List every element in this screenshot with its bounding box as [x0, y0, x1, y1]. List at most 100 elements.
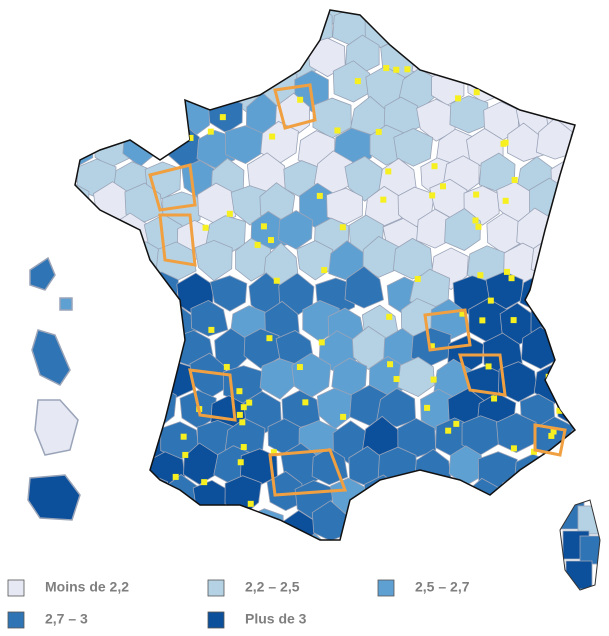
department: [488, 502, 527, 540]
department: [449, 95, 489, 134]
department: [535, 117, 575, 160]
highlight-outlines: [148, 83, 567, 497]
department: [110, 442, 149, 483]
prefecture-marker: [316, 192, 323, 199]
department: [75, 214, 81, 261]
department: [193, 10, 233, 47]
department: [80, 38, 114, 82]
prefecture-marker: [472, 217, 479, 224]
prefecture-marker: [511, 176, 518, 183]
department: [209, 275, 248, 312]
prefecture-marker: [455, 95, 462, 102]
prefecture-marker: [236, 411, 243, 418]
prefecture-marker: [502, 197, 509, 204]
department: [433, 478, 472, 519]
prefecture-marker: [385, 168, 392, 175]
prefecture-marker: [424, 404, 431, 411]
overseas: [27, 256, 81, 521]
department: [141, 271, 179, 313]
legend-swatch: [207, 579, 225, 597]
department: [75, 124, 94, 169]
department: [179, 10, 217, 21]
department: [128, 472, 169, 514]
prefecture-marker: [318, 339, 325, 346]
corsica-outline: [559, 499, 601, 591]
department: [126, 302, 164, 346]
department: [567, 296, 575, 341]
department: [75, 34, 82, 77]
department: [561, 357, 575, 401]
department: [88, 478, 129, 520]
prefecture-marker: [260, 223, 267, 230]
prefecture-marker: [321, 267, 328, 274]
legend-label: 2,7 – 3: [45, 611, 88, 627]
department: [75, 12, 97, 51]
prefecture-marker: [366, 503, 373, 510]
prefecture-marker: [430, 376, 437, 383]
department: [90, 10, 128, 46]
department: [498, 62, 538, 107]
department: [550, 157, 575, 202]
prefecture-marker: [404, 66, 411, 73]
prefecture-marker: [508, 275, 515, 282]
department: [397, 356, 435, 398]
department: [139, 511, 180, 540]
prefecture-marker: [545, 373, 552, 380]
department: [124, 532, 160, 540]
prefecture-marker: [226, 210, 233, 217]
department: [111, 92, 150, 137]
prefecture-marker: [513, 82, 520, 89]
department: [577, 505, 600, 535]
prefecture-marker: [219, 114, 226, 121]
department: [227, 535, 266, 540]
department: [194, 239, 233, 282]
department: [546, 10, 575, 18]
department: [426, 10, 464, 50]
prefecture-marker: [246, 399, 253, 406]
prefecture-marker: [500, 140, 507, 147]
prefecture-marker: [180, 117, 187, 124]
department: [552, 327, 575, 371]
department: [392, 237, 433, 280]
prefecture-marker: [387, 361, 394, 368]
department: [516, 10, 553, 17]
department: [332, 60, 371, 103]
prefecture-marker: [240, 404, 247, 411]
department: [503, 11, 542, 50]
prefecture-marker: [270, 449, 277, 456]
department: [90, 248, 128, 291]
department: [497, 361, 539, 403]
department: [572, 177, 575, 223]
prefecture-marker: [237, 459, 244, 466]
prefecture-marker: [239, 419, 246, 426]
legend-label: Plus de 3: [245, 611, 307, 627]
department: [122, 122, 160, 168]
department: [557, 386, 575, 427]
department: [124, 182, 164, 223]
department: [503, 542, 541, 580]
prefecture-marker: [473, 89, 480, 96]
prefecture-marker: [302, 399, 309, 406]
department: [75, 508, 113, 540]
prefecture-marker: [254, 241, 261, 248]
department: [344, 265, 384, 309]
prefecture-marker: [339, 224, 346, 231]
prefecture-marker: [385, 493, 392, 500]
department: [165, 65, 199, 108]
department: [162, 542, 196, 582]
prefecture-marker: [548, 432, 555, 439]
prefecture-marker: [459, 310, 466, 317]
prefecture-marker: [393, 66, 400, 73]
prefecture-marker: [247, 500, 254, 507]
department: [453, 10, 487, 27]
prefecture-marker: [485, 363, 492, 370]
prefecture-marker: [266, 335, 273, 342]
department: [450, 505, 491, 540]
overseas-territory: [59, 297, 73, 311]
department: [196, 532, 233, 540]
prefecture-marker: [201, 479, 208, 486]
prefecture-marker: [393, 376, 400, 383]
department: [96, 298, 135, 342]
department: [444, 208, 481, 251]
legend-label: 2,5 – 2,7: [415, 579, 470, 595]
